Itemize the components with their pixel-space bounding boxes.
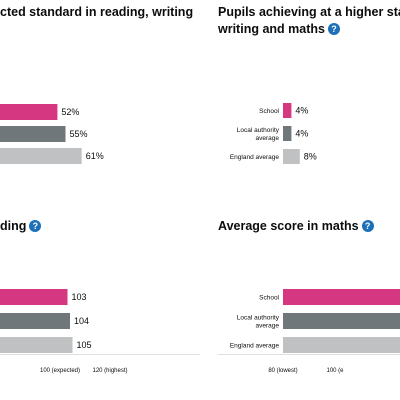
chart-title-average-reading: ding? <box>0 218 42 235</box>
bar-england-average <box>283 337 400 353</box>
bar-school <box>283 289 400 305</box>
bar-england-average <box>0 337 73 353</box>
value-label-england-average: 8% <box>304 152 317 162</box>
tick-label-80: 80 (lowest) <box>268 368 297 374</box>
bar-school <box>283 103 292 118</box>
value-label-school: 4% <box>295 106 308 116</box>
tick-label-120: 120 (highest) <box>92 368 127 374</box>
value-label-local-authority-average: 4% <box>295 129 308 139</box>
question-mark-icon[interactable]: ? <box>361 220 374 232</box>
category-label-school: School <box>259 108 279 115</box>
value-label-england-average: 61% <box>86 151 104 161</box>
tick-label-100: 100 (e <box>326 368 344 374</box>
category-label-local-authority-average: Local authority <box>237 315 280 322</box>
chart-title-text: Average score in maths <box>218 219 359 233</box>
bar-school <box>0 289 68 305</box>
chart-title-line2: writing and maths <box>218 22 325 36</box>
bar-england-average <box>283 149 300 164</box>
category-label-england-average: England average <box>230 154 280 161</box>
chart-average-reading: 103 104 105 100 (expected) 120 (highest) <box>0 289 200 374</box>
bar-local-authority-average <box>283 126 292 141</box>
value-label-local-authority-average: 104 <box>74 316 89 326</box>
question-mark-icon[interactable]: ? <box>327 23 340 35</box>
tick-label-100: 100 (expected) <box>40 368 80 374</box>
value-label-local-authority-average: 55% <box>70 129 88 139</box>
bar-school <box>0 104 58 120</box>
value-label-school: 103 <box>72 292 87 302</box>
question-mark-icon[interactable]: ? <box>29 220 42 232</box>
chart-title-average-maths: Average score in maths? <box>218 218 374 235</box>
chart-expected-standard: 52% 55% 61% <box>0 104 104 164</box>
chart-title-line1: Pupils achieving at a higher stan <box>218 5 400 19</box>
chart-title-text: cted standard in reading, writing <box>0 5 194 19</box>
bar-local-authority-average <box>0 313 70 329</box>
category-label-local-authority-average: average <box>256 135 280 142</box>
category-label-local-authority-average: average <box>256 323 280 330</box>
chart-title-higher-standard: Pupils achieving at a higher stan writin… <box>218 4 400 38</box>
chart-title-text: ding <box>0 219 27 233</box>
value-label-school: 52% <box>61 107 79 117</box>
bar-england-average <box>0 148 82 164</box>
value-label-england-average: 105 <box>77 340 92 350</box>
bar-local-authority-average <box>0 126 66 142</box>
category-label-local-authority-average: Local authority <box>237 127 280 134</box>
chart-title-expected-standard: cted standard in reading, writing <box>0 4 193 21</box>
category-label-england-average: England average <box>230 343 280 350</box>
bar-local-authority-average <box>283 313 400 329</box>
category-label-school: School <box>259 295 279 302</box>
